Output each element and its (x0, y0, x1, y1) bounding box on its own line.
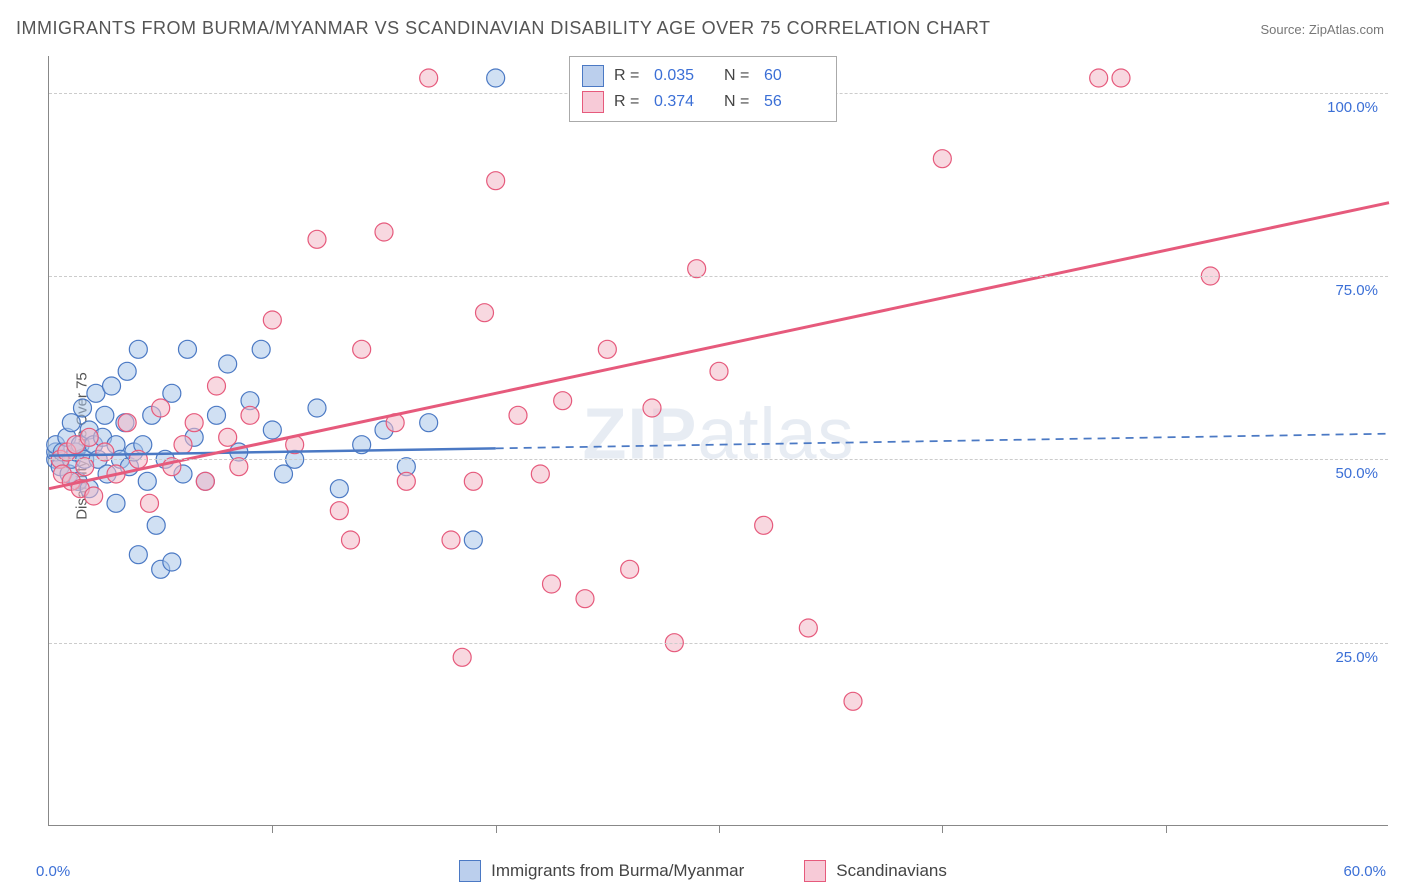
data-point (799, 619, 817, 637)
data-point (196, 472, 214, 490)
data-point (844, 692, 862, 710)
data-point (85, 487, 103, 505)
data-point (554, 392, 572, 410)
data-point (420, 69, 438, 87)
data-point (138, 472, 156, 490)
legend-label: Immigrants from Burma/Myanmar (491, 861, 744, 881)
data-point (487, 69, 505, 87)
data-point (464, 472, 482, 490)
data-point (308, 230, 326, 248)
data-point (163, 553, 181, 571)
y-gridline-label: 50.0% (1335, 465, 1378, 482)
data-point (263, 311, 281, 329)
data-point (464, 531, 482, 549)
data-point (76, 458, 94, 476)
y-gridline-label: 75.0% (1335, 282, 1378, 299)
data-point (643, 399, 661, 417)
data-point (375, 223, 393, 241)
data-point (543, 575, 561, 593)
data-point (163, 384, 181, 402)
data-point (342, 531, 360, 549)
data-point (174, 436, 192, 454)
data-point (219, 355, 237, 373)
data-point (263, 421, 281, 439)
data-point (118, 362, 136, 380)
data-point (420, 414, 438, 432)
trend-line-solid (49, 203, 1389, 489)
data-point (185, 414, 203, 432)
source-attribution: Source: ZipAtlas.com (1260, 22, 1384, 37)
plot-area: ZIPatlas 25.0%50.0%75.0%100.0% (48, 56, 1388, 826)
data-point (96, 443, 114, 461)
data-point (230, 458, 248, 476)
data-point (129, 340, 147, 358)
data-point (241, 406, 259, 424)
data-point (621, 560, 639, 578)
data-point (208, 406, 226, 424)
y-gridline-label: 100.0% (1327, 99, 1378, 116)
data-point (1090, 69, 1108, 87)
data-point (80, 428, 98, 446)
r-value: 0.035 (654, 67, 714, 85)
r-value: 0.374 (654, 93, 714, 111)
data-point (129, 546, 147, 564)
n-value: 60 (764, 67, 824, 85)
chart-title: IMMIGRANTS FROM BURMA/MYANMAR VS SCANDIN… (16, 18, 990, 39)
data-point (476, 304, 494, 322)
data-point (1112, 69, 1130, 87)
data-point (147, 516, 165, 534)
legend-swatch (459, 860, 481, 882)
legend-row-series2: R = 0.374 N = 56 (582, 89, 824, 115)
data-point (74, 399, 92, 417)
data-point (487, 172, 505, 190)
series-legend: Immigrants from Burma/Myanmar Scandinavi… (0, 860, 1406, 882)
data-point (178, 340, 196, 358)
legend-item-series1: Immigrants from Burma/Myanmar (459, 860, 744, 882)
data-point (103, 377, 121, 395)
data-point (308, 399, 326, 417)
data-point (96, 406, 114, 424)
data-point (219, 428, 237, 446)
trend-line-dashed (496, 434, 1389, 449)
data-point (275, 465, 293, 483)
legend-label: Scandinavians (836, 861, 947, 881)
data-point (755, 516, 773, 534)
data-point (152, 399, 170, 417)
n-value: 56 (764, 93, 824, 111)
data-point (509, 406, 527, 424)
data-point (688, 260, 706, 278)
legend-item-series2: Scandinavians (804, 860, 947, 882)
legend-swatch (804, 860, 826, 882)
data-point (453, 648, 471, 666)
data-point (330, 502, 348, 520)
correlation-legend: R = 0.035 N = 60 R = 0.374 N = 56 (569, 56, 837, 122)
data-point (330, 480, 348, 498)
legend-swatch (582, 65, 604, 87)
data-point (576, 590, 594, 608)
data-point (141, 494, 159, 512)
legend-swatch (582, 91, 604, 113)
y-gridline-label: 25.0% (1335, 649, 1378, 666)
data-point (252, 340, 270, 358)
data-point (598, 340, 616, 358)
data-point (208, 377, 226, 395)
data-point (107, 494, 125, 512)
data-point (442, 531, 460, 549)
data-point (62, 414, 80, 432)
data-point (397, 472, 415, 490)
data-point (118, 414, 136, 432)
data-point (933, 150, 951, 168)
scatter-svg (49, 56, 1388, 825)
data-point (353, 340, 371, 358)
data-point (531, 465, 549, 483)
data-point (710, 362, 728, 380)
legend-row-series1: R = 0.035 N = 60 (582, 63, 824, 89)
